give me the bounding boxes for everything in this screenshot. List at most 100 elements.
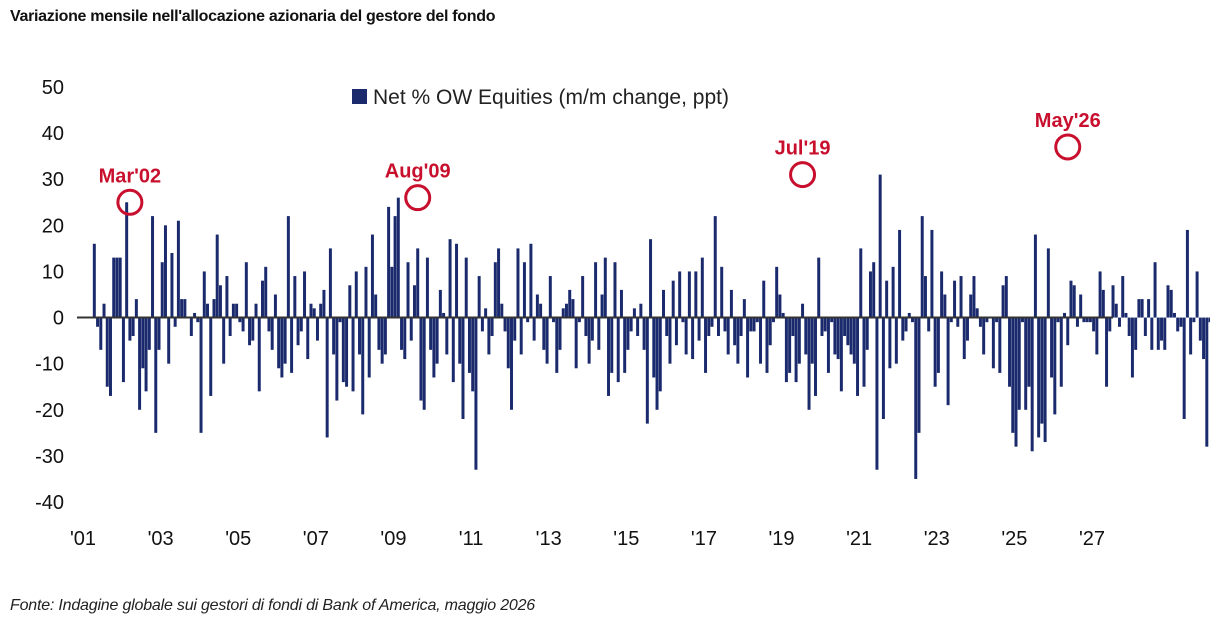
bar xyxy=(658,317,662,392)
bar xyxy=(619,289,623,318)
bar xyxy=(519,317,523,355)
bar xyxy=(189,317,193,336)
bar xyxy=(729,289,733,318)
bar xyxy=(930,229,934,318)
bar xyxy=(991,317,995,369)
bar xyxy=(513,317,517,341)
annotations: Mar'02 Aug'09 Jul'19 May'26 xyxy=(99,110,1101,216)
bar xyxy=(894,317,898,364)
bar xyxy=(907,312,911,318)
bar xyxy=(455,243,459,318)
bar xyxy=(616,317,620,383)
bar xyxy=(128,317,132,341)
bar xyxy=(228,317,232,336)
bar xyxy=(1053,317,1057,415)
highlight-circle xyxy=(789,161,817,189)
bar xyxy=(1037,317,1041,438)
bar xyxy=(484,308,488,318)
bar xyxy=(814,317,817,396)
bar xyxy=(1046,248,1050,318)
bar xyxy=(898,229,902,318)
bar xyxy=(865,317,869,350)
bar xyxy=(173,317,177,327)
bar xyxy=(160,262,164,318)
bar xyxy=(552,317,556,323)
bar xyxy=(241,317,245,332)
bar xyxy=(244,262,248,318)
bar xyxy=(1050,317,1054,378)
bar xyxy=(846,317,850,346)
bar xyxy=(222,317,226,364)
bar xyxy=(532,317,536,341)
bar xyxy=(765,317,769,373)
y-tick-label: 50 xyxy=(42,77,64,99)
bar xyxy=(775,266,779,318)
bar xyxy=(118,257,122,318)
bar xyxy=(1153,262,1157,318)
bar xyxy=(500,303,504,318)
bar xyxy=(878,174,882,318)
bar xyxy=(542,317,546,350)
bar xyxy=(176,220,180,318)
bar xyxy=(487,317,491,355)
bar xyxy=(904,317,908,332)
annotation-label: Aug'09 xyxy=(385,161,451,183)
bar xyxy=(322,289,326,318)
bar xyxy=(92,243,96,318)
y-tick-label: -10 xyxy=(35,354,64,376)
bar xyxy=(1069,280,1073,318)
bar xyxy=(170,253,174,318)
bar xyxy=(788,317,792,373)
bar xyxy=(144,317,148,392)
y-tick-label: 20 xyxy=(42,215,64,237)
bar xyxy=(516,248,520,318)
annotation-label: May'26 xyxy=(1035,110,1101,132)
bar xyxy=(1198,317,1202,341)
bar xyxy=(1014,317,1018,447)
bar xyxy=(597,317,601,350)
bar xyxy=(303,271,307,318)
bar xyxy=(581,276,585,318)
bar xyxy=(856,317,860,396)
bar xyxy=(319,303,323,318)
bar xyxy=(1150,317,1154,350)
bar xyxy=(571,299,575,318)
x-tick-label: '11 xyxy=(459,528,484,550)
bar xyxy=(607,317,611,396)
bar xyxy=(1185,229,1189,318)
bar xyxy=(1182,317,1186,419)
bar xyxy=(109,317,112,396)
bar xyxy=(280,317,284,378)
bar xyxy=(1176,317,1180,332)
bar xyxy=(940,271,944,318)
bar xyxy=(574,317,578,369)
y-tick-label: -20 xyxy=(35,400,64,422)
bar xyxy=(839,317,843,392)
bar xyxy=(713,216,717,318)
bar xyxy=(1008,317,1012,387)
bar xyxy=(400,317,404,350)
bar xyxy=(923,276,927,318)
bar xyxy=(852,317,856,364)
bar xyxy=(781,312,785,318)
bar xyxy=(600,294,604,318)
legend: Net % OW Equities (m/m change, ppt) xyxy=(352,86,729,109)
bar xyxy=(1163,317,1167,350)
bar xyxy=(490,317,494,336)
bar xyxy=(202,271,206,318)
bar xyxy=(1172,312,1176,318)
bar xyxy=(946,317,950,406)
bar xyxy=(810,317,814,364)
bar xyxy=(315,317,319,341)
bar xyxy=(1205,317,1209,447)
bar xyxy=(966,317,969,341)
bar xyxy=(771,317,775,323)
bar xyxy=(1040,317,1044,424)
bar xyxy=(212,299,216,318)
x-tick-label: '05 xyxy=(225,528,251,550)
bar xyxy=(539,303,543,318)
bar xyxy=(1079,294,1083,318)
highlight-circle xyxy=(1054,133,1082,161)
bar xyxy=(936,317,940,373)
bar xyxy=(733,317,737,346)
